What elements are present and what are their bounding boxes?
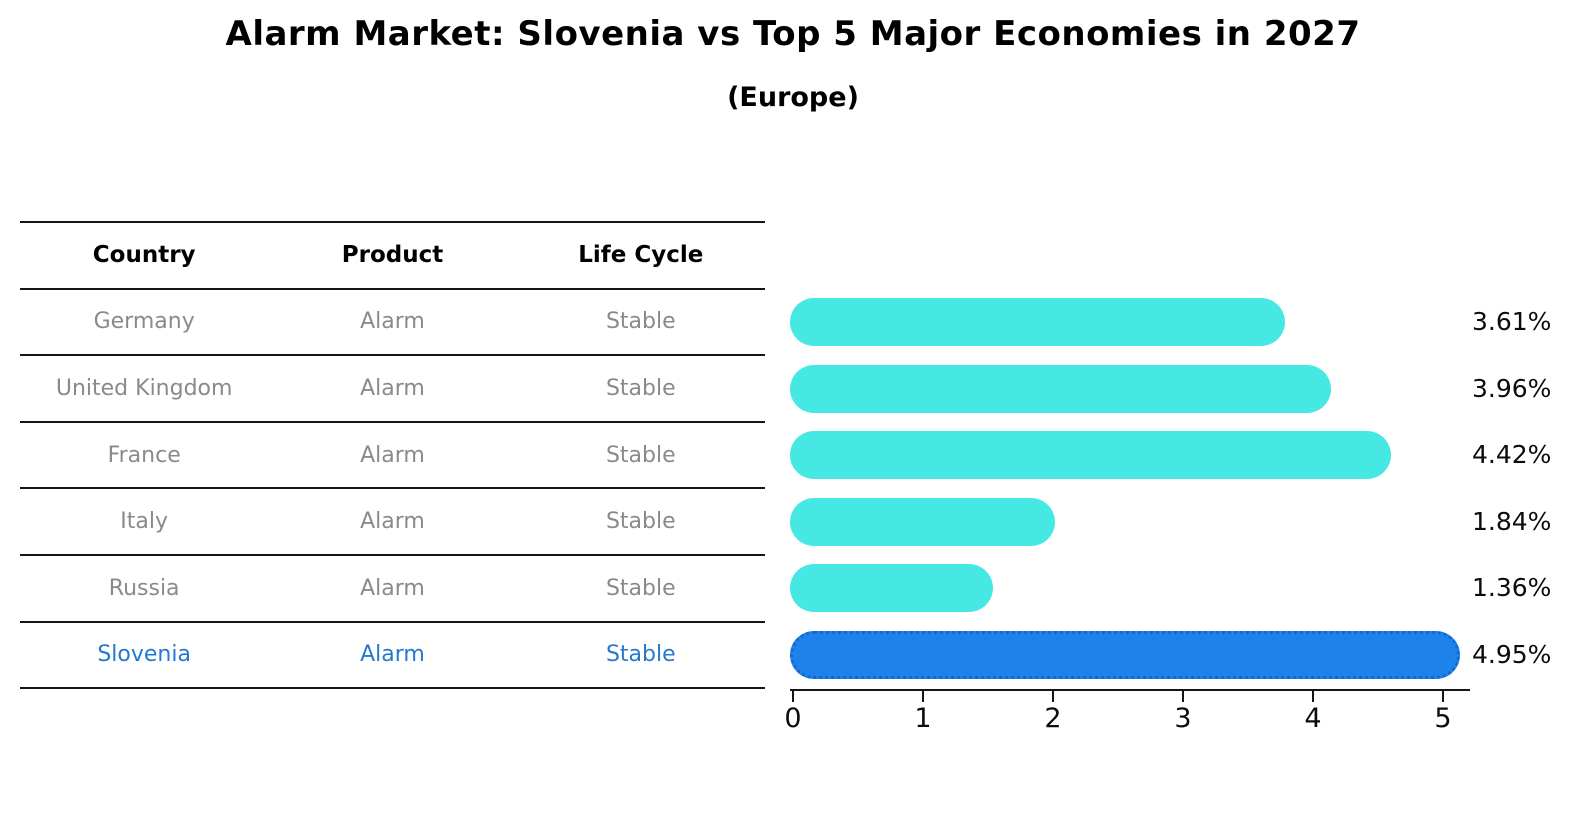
page-subtitle: (Europe) (727, 82, 859, 113)
page-title: Alarm Market: Slovenia vs Top 5 Major Ec… (225, 14, 1361, 54)
table-row-highlighted: Slovenia Alarm Stable (20, 623, 765, 690)
bar-value-label: 1.84% (1472, 506, 1552, 536)
x-tick-label: 2 (1044, 703, 1062, 734)
cell-product: Alarm (360, 642, 425, 668)
cell-life-cycle: Stable (605, 442, 676, 468)
x-tick-label: 5 (1434, 703, 1452, 734)
cell-product: Alarm (360, 575, 425, 601)
cell-country: France (107, 442, 181, 468)
table-header-row: Country Product Life Cycle (20, 223, 765, 290)
bar-value-label: 4.95% (1472, 639, 1552, 669)
bar (790, 431, 1391, 480)
cell-life-cycle: Stable (605, 575, 676, 601)
bar-value-label: 3.96% (1472, 373, 1552, 403)
cell-life-cycle: Stable (605, 375, 676, 401)
data-table: Country Product Life Cycle Germany Alarm… (20, 221, 765, 690)
table-row: France Alarm Stable (20, 423, 765, 490)
cell-country: Italy (120, 509, 169, 535)
table-row: Germany Alarm Stable (20, 290, 765, 357)
x-tick-label: 0 (784, 703, 802, 734)
x-axis-line (790, 689, 1470, 691)
cell-country: Russia (108, 575, 180, 601)
x-tick-mark (1312, 691, 1314, 702)
bar (790, 297, 1286, 346)
header-country: Country (92, 242, 196, 269)
bar-highlighted (790, 630, 1460, 679)
bar-value-label: 4.42% (1472, 440, 1552, 470)
cell-product: Alarm (360, 442, 425, 468)
cell-product: Alarm (360, 509, 425, 535)
cell-life-cycle: Stable (605, 509, 676, 535)
table-row: Russia Alarm Stable (20, 556, 765, 623)
cell-life-cycle: Stable (605, 642, 676, 668)
bar-value-label: 1.36% (1472, 573, 1552, 603)
table-row: Italy Alarm Stable (20, 489, 765, 556)
x-tick-mark (1182, 691, 1184, 702)
bar (790, 564, 993, 613)
bar (790, 497, 1056, 546)
cell-product: Alarm (360, 309, 425, 335)
x-tick-mark (1442, 691, 1444, 702)
bar-value-label: 3.61% (1472, 306, 1552, 336)
x-tick-mark (1052, 691, 1054, 702)
header-life-cycle: Life Cycle (578, 242, 704, 269)
cell-country: Germany (93, 309, 195, 335)
x-tick-mark (922, 691, 924, 702)
cell-product: Alarm (360, 375, 425, 401)
cell-country: United Kingdom (55, 375, 233, 401)
bar (790, 364, 1331, 413)
header-product: Product (341, 242, 444, 269)
table-row: United Kingdom Alarm Stable (20, 356, 765, 423)
x-tick-label: 1 (914, 703, 932, 734)
cell-life-cycle: Stable (605, 309, 676, 335)
cell-country: Slovenia (97, 642, 191, 668)
x-tick-label: 4 (1304, 703, 1322, 734)
x-tick-mark (792, 691, 794, 702)
x-tick-label: 3 (1174, 703, 1192, 734)
